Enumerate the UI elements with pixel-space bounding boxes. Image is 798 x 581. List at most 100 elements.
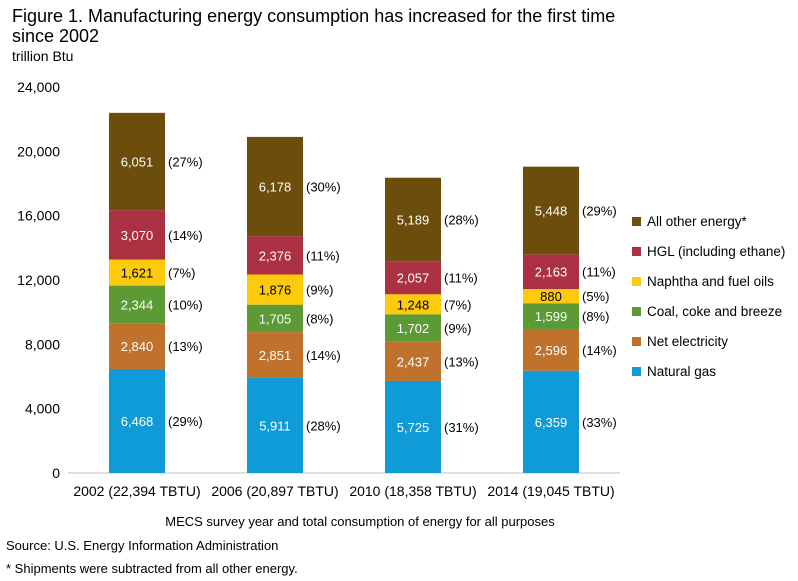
percent-label: (9%) [444, 321, 471, 336]
data-label: 5,725 [397, 420, 430, 435]
data-label: 3,070 [121, 228, 154, 243]
percent-label: (28%) [306, 418, 341, 433]
bar-segment [247, 136, 303, 237]
percent-label: (14%) [306, 348, 341, 363]
y-tick-label: 12,000 [17, 272, 60, 288]
data-label: 1,599 [535, 309, 568, 324]
percent-label: (7%) [444, 297, 471, 312]
data-label: 2,840 [121, 339, 154, 354]
bar-segment [385, 294, 441, 315]
percent-label: (11%) [306, 248, 340, 263]
percent-label: (8%) [306, 311, 333, 326]
bar-segment [385, 380, 441, 473]
data-label: 6,359 [535, 415, 568, 430]
percent-label: (30%) [306, 180, 341, 195]
data-label: 2,344 [121, 297, 154, 312]
legend-swatch [632, 306, 641, 316]
data-label: 880 [540, 289, 562, 304]
legend-swatch [632, 216, 641, 226]
legend-label: Coal, coke and breeze [647, 303, 783, 319]
percent-label: (13%) [168, 339, 203, 354]
percent-label: (7%) [168, 266, 195, 281]
x-axis-title: MECS survey year and total consumption o… [165, 514, 555, 529]
y-tick-label: 0 [52, 465, 60, 481]
legend-swatch [632, 366, 641, 376]
data-label: 1,876 [259, 283, 292, 298]
x-tick-label: 2010 (18,358 TBTU) [349, 483, 476, 499]
legend-label: Net electricity [647, 333, 729, 349]
percent-label: (27%) [168, 154, 203, 169]
percent-label: (13%) [444, 354, 479, 369]
data-label: 2,163 [535, 265, 568, 280]
legend-item: HGL (including ethane) [632, 236, 785, 266]
percent-label: (33%) [582, 415, 617, 430]
data-label: 6,468 [121, 414, 154, 429]
y-tick-label: 20,000 [17, 143, 60, 159]
x-tick-label: 2006 (20,897 TBTU) [211, 483, 338, 499]
data-label: 2,437 [397, 354, 430, 369]
bar-segment [523, 254, 579, 290]
legend-item: Naphtha and fuel oils [632, 266, 785, 296]
data-label: 6,051 [121, 154, 154, 169]
data-label: 2,376 [259, 248, 292, 263]
bar-segment [385, 341, 441, 381]
legend-swatch [632, 246, 641, 256]
bar-segment [109, 368, 165, 473]
bar-segment [247, 274, 303, 305]
bar-segment [109, 112, 165, 211]
legend-label: HGL (including ethane) [647, 243, 786, 259]
bar-segment [109, 210, 165, 260]
legend-item: Net electricity [632, 326, 785, 356]
bar-segment [523, 166, 579, 255]
bar-segment [247, 236, 303, 275]
data-label: 1,621 [121, 266, 154, 281]
y-tick-label: 24,000 [17, 79, 60, 95]
legend-item: Natural gas [632, 356, 785, 386]
bar-segment [523, 289, 579, 304]
legend-item: All other energy* [632, 206, 785, 236]
percent-label: (9%) [306, 283, 333, 298]
bar-segment [109, 259, 165, 286]
x-tick-label: 2002 (22,394 TBTU) [73, 483, 200, 499]
bar-segment [523, 370, 579, 473]
bar-segment [523, 303, 579, 329]
data-label: 5,448 [535, 204, 568, 219]
legend: All other energy* HGL (including ethane) N… [632, 206, 785, 386]
percent-label: (29%) [582, 204, 617, 219]
source-note: Source: U.S. Energy Information Administ… [6, 538, 279, 553]
bar-segment [385, 314, 441, 342]
data-label: 2,596 [535, 343, 568, 358]
percent-label: (10%) [168, 297, 203, 312]
legend-label: Naphtha and fuel oils [647, 273, 774, 289]
x-tick-label: 2014 (19,045 TBTU) [487, 483, 614, 499]
legend-swatch [632, 336, 641, 346]
footnote: * Shipments were subtracted from all oth… [6, 561, 298, 576]
bar-segment [109, 285, 165, 324]
data-label: 5,911 [259, 418, 291, 433]
legend-item: Coal, coke and breeze [632, 296, 785, 326]
bar-segment [523, 328, 579, 371]
percent-label: (31%) [444, 420, 479, 435]
percent-label: (11%) [582, 265, 616, 280]
bar-segment [385, 261, 441, 295]
y-tick-label: 8,000 [25, 336, 60, 352]
data-label: 2,851 [259, 348, 292, 363]
bar-segment [385, 177, 441, 262]
percent-label: (28%) [444, 212, 479, 227]
bar-segment [247, 377, 303, 473]
data-label: 6,178 [259, 180, 292, 195]
y-tick-label: 4,000 [25, 401, 60, 417]
legend-label: All other energy* [647, 213, 747, 229]
percent-label: (29%) [168, 414, 203, 429]
percent-label: (11%) [444, 271, 478, 286]
y-tick-label: 16,000 [17, 208, 60, 224]
legend-swatch [632, 276, 641, 286]
chart-title: Figure 1. Manufacturing energy consumpti… [12, 6, 616, 46]
percent-label: (14%) [168, 228, 203, 243]
percent-label: (5%) [582, 289, 609, 304]
data-label: 1,248 [397, 297, 430, 312]
unit-label: trillion Btu [12, 48, 74, 64]
percent-label: (14%) [582, 343, 617, 358]
bar-segment [109, 323, 165, 369]
